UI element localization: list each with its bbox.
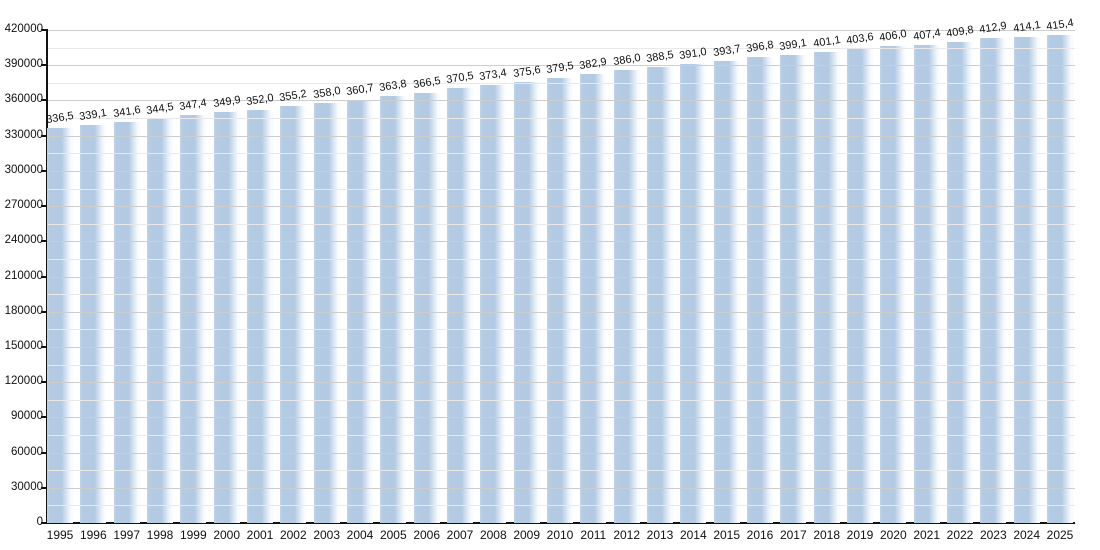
bar [513, 82, 540, 523]
bar [347, 99, 373, 523]
x-axis-label: 2008 [479, 528, 507, 542]
y-axis-tick [41, 205, 48, 208]
x-axis-label: 2012 [613, 528, 641, 542]
y-axis-label: 240000 [4, 234, 43, 247]
y-axis-label: 60000 [11, 445, 43, 458]
y-axis-tick [41, 451, 48, 454]
bar [480, 84, 507, 523]
bar [547, 77, 573, 523]
y-axis-tick [41, 64, 48, 67]
y-axis-label: 210000 [4, 269, 43, 282]
y-axis-tick [41, 29, 48, 31]
y-axis-label: 360000 [4, 93, 43, 106]
y-axis-tick [41, 416, 48, 419]
x-axis-label: 2016 [746, 528, 774, 542]
y-axis-label: 180000 [4, 304, 43, 317]
y-axis-tick [41, 275, 48, 278]
x-axis-label: 2005 [379, 528, 407, 542]
x-axis-label: 2013 [646, 528, 674, 542]
y-axis-tick [41, 240, 48, 243]
x-axis-label: 2020 [879, 528, 907, 542]
x-axis-label: 2018 [813, 528, 841, 542]
x-axis-label: 2017 [779, 528, 807, 542]
x-axis-label: 2009 [513, 528, 541, 542]
y-axis-tick [41, 486, 48, 489]
y-axis-label: 390000 [4, 58, 43, 71]
x-axis-label: 2001 [246, 528, 274, 542]
y-axis-label: 300000 [4, 163, 43, 176]
bar [747, 57, 773, 523]
bar [847, 49, 873, 523]
y-axis-tick [41, 310, 48, 313]
x-axis-label: 2019 [846, 528, 874, 542]
bar [647, 67, 673, 523]
x-axis-label: 2006 [413, 528, 441, 542]
bar [47, 128, 73, 523]
bar [1013, 36, 1040, 523]
bar [113, 122, 140, 523]
bar [980, 38, 1007, 523]
y-axis-label: 90000 [11, 410, 43, 423]
bar [680, 64, 707, 523]
x-axis-line [46, 522, 1075, 524]
y-axis-label: 30000 [11, 480, 43, 493]
bar [380, 96, 407, 523]
x-axis-label: 1997 [113, 528, 141, 542]
x-axis-label: 1998 [146, 528, 174, 542]
x-axis-label: 2022 [946, 528, 974, 542]
bar [780, 54, 807, 523]
y-axis-tick [41, 522, 48, 524]
bar [713, 60, 740, 523]
bar [880, 46, 907, 523]
y-axis-label: 120000 [4, 375, 43, 388]
plot-area: 336,5 339,1 341,6 344,5 347,4 349,9 352,0 355,2… [45, 17, 1075, 523]
y-axis-label: 0 [36, 516, 43, 528]
x-axis-label: 1996 [79, 528, 107, 542]
bar [447, 88, 473, 523]
x-axis-label: 2003 [313, 528, 341, 542]
x-axis-label: 2002 [279, 528, 307, 542]
bar [213, 112, 240, 523]
x-axis-label: 2015 [713, 528, 741, 542]
bar [280, 106, 307, 523]
y-axis-tick [41, 99, 48, 102]
x-axis-label: 2021 [913, 528, 941, 542]
bar [947, 42, 973, 523]
bar [913, 44, 940, 523]
y-axis-tick [41, 345, 48, 348]
y-axis-tick [41, 169, 48, 172]
bar [313, 102, 340, 523]
x-axis-label: 2010 [546, 528, 574, 542]
bar [613, 69, 640, 523]
bar [80, 125, 107, 523]
x-axis-label: 2000 [213, 528, 241, 542]
y-axis-label: 330000 [4, 128, 43, 141]
x-axis-label: 2004 [346, 528, 374, 542]
y-axis-label: 150000 [4, 339, 43, 352]
y-axis-tick [41, 381, 48, 384]
x-axis-label: 1999 [179, 528, 207, 542]
bar [413, 92, 440, 523]
bar [147, 118, 173, 523]
x-axis-label: 2011 [580, 528, 607, 542]
x-axis-label: 2014 [679, 528, 707, 542]
bar [180, 115, 207, 523]
bar [247, 109, 273, 523]
y-axis-label: 270000 [4, 199, 43, 212]
bar [1047, 35, 1073, 523]
x-axis-label: 2025 [1046, 528, 1074, 542]
x-axis-label: 1995 [46, 528, 74, 542]
y-axis-label: 420000 [4, 23, 43, 35]
x-axis-label: 2007 [446, 528, 474, 542]
x-axis-label: 2024 [1013, 528, 1041, 542]
x-axis-label: 2023 [979, 528, 1007, 542]
y-axis-tick [41, 134, 48, 137]
bar [580, 73, 607, 523]
bar [813, 52, 840, 523]
